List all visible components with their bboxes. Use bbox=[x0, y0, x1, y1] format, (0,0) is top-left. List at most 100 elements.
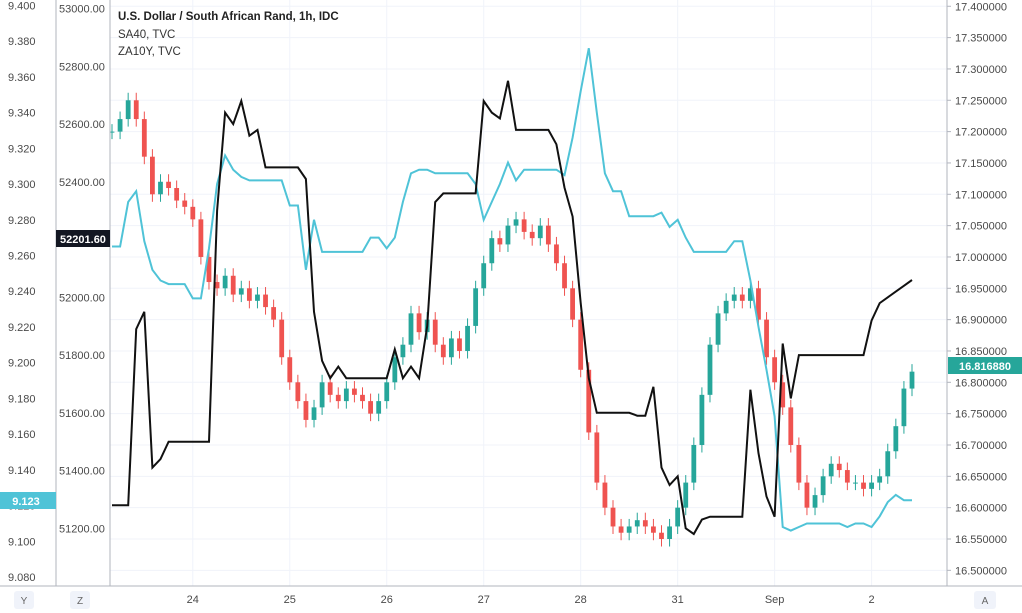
candle-body bbox=[901, 388, 907, 427]
right-axis-label: 17.250000 bbox=[955, 95, 1007, 107]
left-axis-sa40[interactable]: 53000.00 52800.00 52600.00 52400.00 52000.00… bbox=[59, 4, 105, 536]
candle-body bbox=[384, 382, 390, 402]
candle-body bbox=[392, 357, 398, 383]
candle-body bbox=[473, 288, 479, 326]
right-axis-label: 16.750000 bbox=[955, 409, 1007, 421]
candle-body bbox=[885, 451, 891, 477]
left-outer-axis-label: 9.140 bbox=[8, 465, 36, 477]
candle-body bbox=[117, 119, 123, 132]
right-axis-label: 16.900000 bbox=[955, 315, 1007, 327]
right-axis-label: 17.050000 bbox=[955, 221, 1007, 233]
right-axis-label: 16.800000 bbox=[955, 377, 1007, 389]
time-axis-label: 26 bbox=[381, 594, 393, 606]
candle-body bbox=[594, 432, 600, 483]
right-axis-label: 17.400000 bbox=[955, 1, 1007, 13]
candle-body bbox=[828, 463, 834, 477]
left-inner-axis-label: 52600.00 bbox=[59, 119, 105, 131]
time-axis[interactable]: 24 25 26 27 28 31 Sep 2 bbox=[187, 594, 875, 606]
time-axis-label: 25 bbox=[284, 594, 296, 606]
left-outer-axis-label: 9.260 bbox=[8, 250, 36, 262]
left-outer-axis-label: 9.240 bbox=[8, 286, 36, 298]
axis-mode-buttons[interactable]: Y Z A bbox=[14, 591, 996, 609]
left-inner-axis-label: 52400.00 bbox=[59, 177, 105, 189]
candle-body bbox=[133, 100, 139, 120]
candle-body bbox=[844, 470, 850, 483]
candle-body bbox=[667, 526, 672, 539]
left-outer-axis-label: 9.360 bbox=[8, 72, 36, 84]
legend-za10y: ZA10Y, TVC bbox=[118, 46, 181, 58]
candle-body bbox=[230, 275, 236, 295]
candle-body bbox=[214, 282, 220, 289]
candle-body bbox=[279, 319, 285, 358]
candle-body bbox=[634, 520, 640, 527]
candle-body bbox=[246, 288, 252, 301]
candle-body bbox=[166, 181, 171, 189]
right-axis-label: 17.350000 bbox=[955, 33, 1007, 45]
candle-body bbox=[319, 382, 325, 408]
left-outer-axis-label: 9.380 bbox=[8, 36, 36, 48]
legend: U.S. Dollar / South African Rand, 1h, ID… bbox=[118, 11, 339, 58]
legend-title: U.S. Dollar / South African Rand, 1h, ID… bbox=[118, 11, 339, 23]
left-axis-z-button[interactable]: Z bbox=[77, 596, 83, 607]
candle-body bbox=[909, 371, 915, 389]
candle-body bbox=[125, 100, 131, 120]
candle-body bbox=[739, 294, 745, 301]
candle-body bbox=[141, 119, 147, 157]
left-outer-axis-label: 9.180 bbox=[8, 393, 36, 405]
left-outer-axis-label: 9.200 bbox=[8, 358, 36, 370]
legend-sa40: SA40, TVC bbox=[118, 29, 175, 41]
za10y-line bbox=[112, 48, 912, 532]
auto-scale-button[interactable]: A bbox=[982, 596, 989, 607]
time-axis-label: Sep bbox=[765, 594, 785, 606]
candle-body bbox=[408, 313, 414, 345]
left-inner-axis-label: 51600.00 bbox=[59, 408, 105, 420]
left-outer-axis-label: 9.280 bbox=[8, 215, 36, 227]
candle-body bbox=[400, 344, 406, 358]
right-axis-label: 16.500000 bbox=[955, 565, 1007, 577]
candle-body bbox=[578, 319, 584, 370]
za10y-price-tag: 9.123 bbox=[0, 492, 56, 509]
candle-body bbox=[529, 231, 535, 239]
grid bbox=[110, 0, 947, 586]
candle-body bbox=[764, 319, 769, 358]
candle-body bbox=[303, 401, 309, 420]
time-axis-label: 28 bbox=[575, 594, 587, 606]
candle-body bbox=[174, 188, 180, 201]
usdzar-tag-label: 16.816880 bbox=[959, 361, 1011, 373]
candle-body bbox=[376, 401, 382, 414]
candle-body bbox=[416, 313, 422, 333]
candle-body bbox=[699, 394, 705, 445]
candle-body bbox=[440, 344, 446, 358]
candle-body bbox=[675, 507, 681, 527]
sa40-price-tag: 52201.60 bbox=[56, 230, 110, 247]
right-axis-label: 16.600000 bbox=[955, 503, 1007, 515]
time-axis-label: 24 bbox=[187, 594, 199, 606]
right-axis-label: 16.550000 bbox=[955, 534, 1007, 546]
candle-body bbox=[158, 181, 163, 195]
candle-body bbox=[505, 225, 511, 245]
sa40-tag-label: 52201.60 bbox=[60, 234, 106, 246]
usdzar-price-tag: 16.816880 bbox=[948, 357, 1022, 374]
candle-body bbox=[190, 206, 196, 220]
candle-body bbox=[198, 219, 204, 257]
candle-body bbox=[109, 131, 115, 133]
candle-body bbox=[327, 382, 333, 395]
right-axis-label: 17.000000 bbox=[955, 252, 1007, 264]
candle-body bbox=[651, 526, 656, 533]
left-outer-axis-label: 9.100 bbox=[8, 536, 36, 548]
time-axis-label: 27 bbox=[478, 594, 490, 606]
candle-body bbox=[715, 313, 721, 345]
candle-body bbox=[731, 294, 737, 301]
candle-body bbox=[352, 388, 357, 395]
right-axis-usdzar[interactable]: 17.400000 17.350000 17.300000 17.250000 17.2… bbox=[947, 1, 1007, 577]
left-axis-y-button[interactable]: Y bbox=[21, 596, 28, 607]
sa40-line bbox=[112, 80, 913, 536]
candle-body bbox=[861, 482, 866, 489]
candle-body bbox=[150, 156, 155, 195]
right-axis-label: 16.950000 bbox=[955, 283, 1007, 295]
candle-body bbox=[448, 338, 454, 358]
candle-body bbox=[206, 256, 212, 283]
left-outer-axis-label: 9.320 bbox=[8, 143, 36, 155]
candle-body bbox=[489, 238, 495, 264]
